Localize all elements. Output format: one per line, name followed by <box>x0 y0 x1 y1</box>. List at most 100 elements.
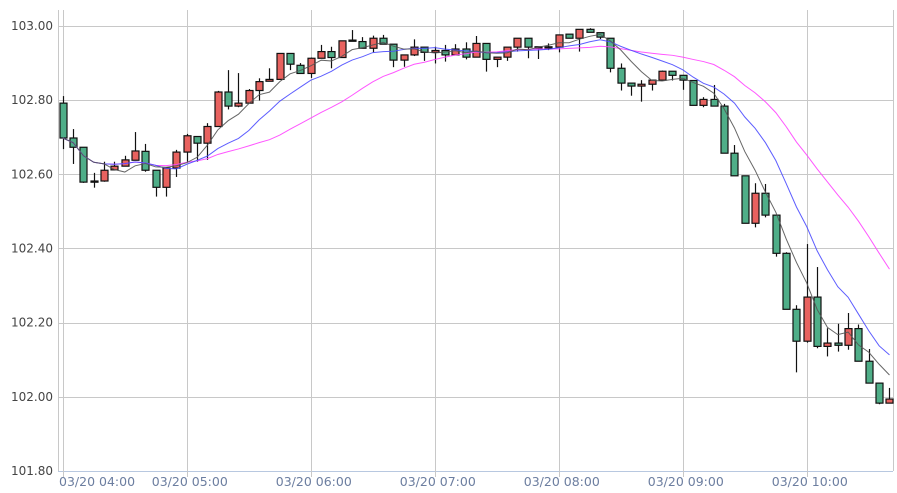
candle-body <box>410 46 419 56</box>
candle-body <box>400 54 409 61</box>
candle-body <box>183 135 192 153</box>
candle <box>121 155 130 167</box>
candle <box>317 44 326 59</box>
candle <box>224 70 233 110</box>
candle-body <box>710 98 719 107</box>
candle <box>637 80 646 102</box>
candle-body <box>296 64 305 75</box>
candle <box>699 97 708 108</box>
candle-body <box>79 146 88 183</box>
candle-body <box>865 360 874 384</box>
candle <box>296 63 305 75</box>
candle <box>441 44 450 62</box>
candle <box>803 244 812 343</box>
candle <box>730 145 739 177</box>
x-tick-label: 03/20 08:00 <box>524 474 600 489</box>
candle-body <box>627 82 636 87</box>
candle-body <box>265 78 274 82</box>
ma-long-line <box>62 45 890 270</box>
candle-body <box>493 56 502 60</box>
candle-body <box>327 50 336 59</box>
candle-body <box>482 42 491 60</box>
candle <box>286 52 295 71</box>
x-axis-labels: 03/20 04:00 03/20 05:00 03/20 06:00 03/2… <box>59 474 848 489</box>
candle-body <box>792 308 801 342</box>
candle-body <box>679 74 688 81</box>
candle-body <box>575 28 584 39</box>
candle <box>761 183 770 218</box>
y-tick-label: 103.00 <box>11 19 53 33</box>
moving-averages <box>62 33 890 376</box>
candle-body <box>276 52 285 80</box>
candle-body <box>513 37 522 48</box>
candle-body <box>689 79 698 106</box>
candle <box>400 54 409 67</box>
candle <box>389 43 398 68</box>
candle-body <box>875 382 884 404</box>
grid <box>58 10 894 477</box>
candle-body <box>193 135 202 144</box>
candle-body <box>152 169 161 188</box>
candle <box>627 82 636 96</box>
candle <box>472 36 481 58</box>
candle <box>276 52 285 80</box>
candle-body <box>59 102 68 139</box>
candle-body <box>844 328 853 346</box>
candle-body <box>131 150 140 161</box>
candle <box>524 37 533 59</box>
candle-body <box>286 52 295 65</box>
x-tick-label: 03/20 06:00 <box>276 474 352 489</box>
x-tick-label: 03/20 09:00 <box>648 474 724 489</box>
candle <box>358 37 367 49</box>
candle-body <box>751 192 760 224</box>
candle <box>172 149 181 177</box>
candle-body <box>606 37 615 69</box>
y-axis-labels: 103.00 102.80 102.60 102.40 102.20 102.0… <box>11 19 53 478</box>
candle <box>203 123 212 160</box>
candle <box>410 39 419 57</box>
x-tick-label: 03/20 07:00 <box>400 474 476 489</box>
candle-body <box>834 342 843 346</box>
candle-body <box>389 43 398 61</box>
candle-body <box>668 70 677 76</box>
candle-body <box>100 169 109 182</box>
candle <box>307 57 316 78</box>
candle-body <box>358 40 367 49</box>
candle <box>90 172 99 188</box>
candle-body <box>420 46 429 53</box>
y-tick-label: 102.20 <box>11 316 53 330</box>
candle-body <box>617 67 626 84</box>
candle <box>885 387 894 404</box>
candle <box>782 252 791 310</box>
candle-body <box>637 83 646 87</box>
candle-body <box>224 91 233 107</box>
candle <box>503 46 512 61</box>
candle-body <box>803 296 812 342</box>
y-tick-label: 102.00 <box>11 390 53 404</box>
candle <box>100 161 109 182</box>
candle <box>369 35 378 53</box>
candle <box>493 56 502 68</box>
candle-body <box>823 342 832 348</box>
candle <box>214 90 223 128</box>
candle <box>689 79 698 106</box>
candle <box>617 63 626 91</box>
candle <box>338 40 347 59</box>
candle-body <box>317 50 326 59</box>
candle-body <box>141 150 150 171</box>
candle-body <box>472 42 481 58</box>
candle-body <box>782 252 791 310</box>
candle <box>265 68 274 82</box>
candle-body <box>544 46 553 49</box>
candle <box>741 175 750 224</box>
candle-body <box>565 33 574 39</box>
x-tick-label: 03/20 05:00 <box>152 474 228 489</box>
candle <box>79 146 88 183</box>
candle <box>431 46 440 64</box>
candle-body <box>586 28 595 33</box>
candle-body <box>813 296 822 347</box>
candle <box>720 103 729 154</box>
candle <box>875 382 884 405</box>
candle-body <box>348 39 357 42</box>
